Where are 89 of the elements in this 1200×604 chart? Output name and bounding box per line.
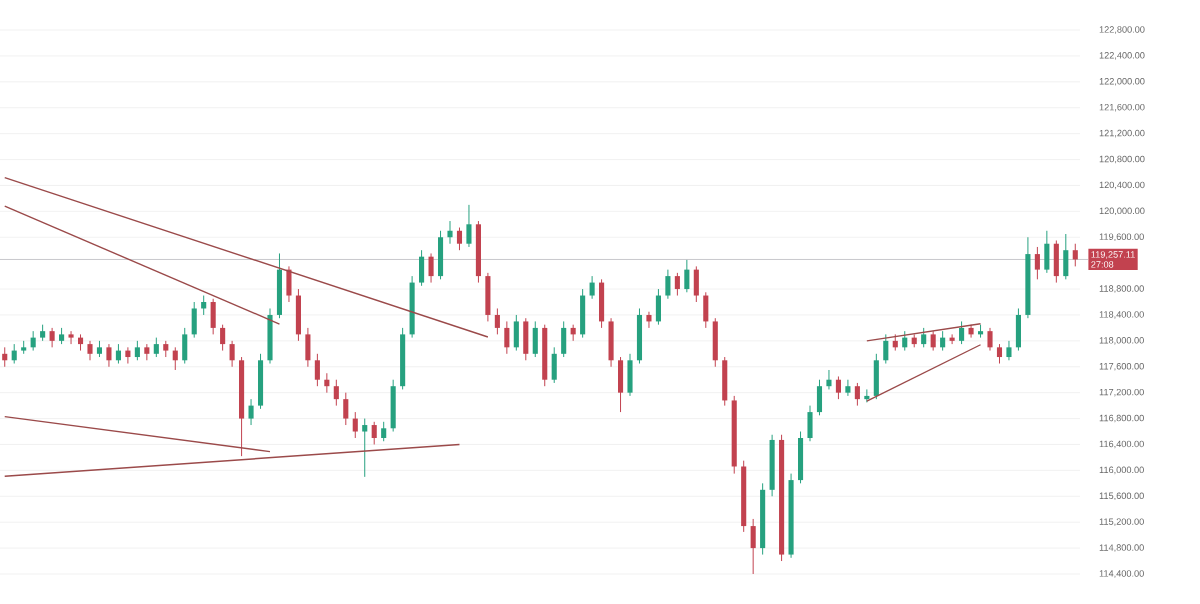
candlestick [835,375,841,400]
candlestick [854,382,860,407]
candlestick [665,269,671,300]
candlestick [684,259,690,293]
candlestick [693,265,699,303]
candlestick [873,353,879,400]
candlestick [11,343,17,365]
candlestick [1034,246,1040,280]
candlestick [314,353,320,387]
candlestick [267,307,273,365]
candlestick [115,343,121,365]
candlestick [845,379,851,397]
candlestick [210,298,216,335]
candlestick [646,311,652,329]
candlestick [807,405,813,442]
candlestick [191,301,197,339]
candlestick [561,320,567,358]
candlestick [722,356,728,407]
candlestick [940,330,946,352]
candlestick [523,317,529,361]
candlestick [333,379,339,407]
candlestick [362,418,368,478]
candlestick [703,291,709,329]
candlestick [106,343,112,368]
candlestick [68,330,74,345]
candlestick [1044,230,1050,274]
candlestick [447,220,453,245]
candlestick [466,204,472,248]
candlestick [390,379,396,433]
candlestick [712,317,718,368]
candlestick [551,346,557,384]
candlestick [608,317,614,368]
candlestick [201,295,207,316]
candlestick [1015,307,1021,352]
candlestick [636,307,643,365]
candlestick [419,249,425,287]
candlestick [1072,243,1078,267]
candlestick [797,431,804,484]
candlestick [182,327,188,365]
candlestick [513,314,519,352]
candlestick [248,398,254,426]
candlestick [589,275,595,300]
candlestick [1053,239,1059,284]
candlestick [532,320,538,358]
candlestick [674,272,680,297]
candlestick [87,340,93,361]
candlestick [220,324,226,352]
candlestick [996,343,1003,365]
candlestick [153,337,159,358]
candlestick [921,327,927,348]
candlestick [504,320,510,355]
candlestick [437,230,444,280]
candlestick [580,288,586,339]
candlestick [959,320,965,345]
candlestick [816,379,823,416]
candlestick [826,369,832,390]
candlestick [428,252,434,284]
candlestick [930,330,936,352]
candlestick [485,272,491,322]
candlestick [30,330,36,352]
candlestick [125,346,131,365]
candlestick [599,278,605,329]
candlestick [276,252,283,319]
candlestick [883,333,889,365]
candlestick [286,265,292,303]
candlestick [750,518,756,575]
candlestick [229,340,235,368]
candlestick [2,346,8,368]
candlestick [456,227,463,251]
candlestick [987,327,993,352]
candlestick [1006,340,1012,361]
candlestick [352,411,358,439]
candlestick [627,353,633,397]
candlestick [494,307,500,335]
candlestick [49,327,55,348]
candlestick [257,353,264,410]
candlestick [295,288,301,342]
candlestick [172,346,178,371]
candlestick [324,372,330,394]
candlestick [655,288,661,326]
candlestick [305,327,311,368]
candlestick [381,421,387,442]
candlestick [617,356,624,413]
candlestick [134,340,140,361]
candlestick [343,392,349,426]
candlestick [1063,233,1069,280]
candlestick [968,324,974,339]
candlestick [902,330,908,352]
candlestick [371,421,377,445]
